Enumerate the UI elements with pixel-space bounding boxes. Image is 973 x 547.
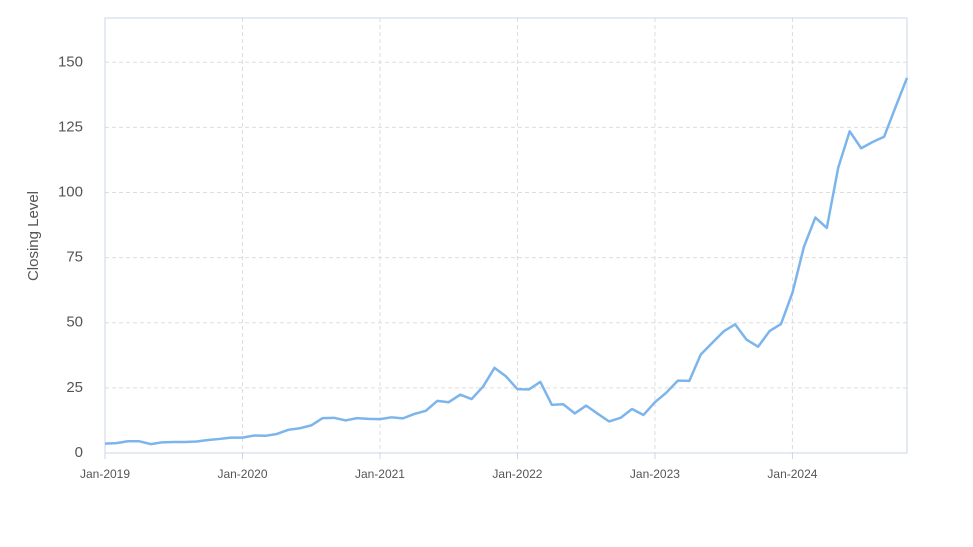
y-tick-label: 125 [58,118,83,135]
y-tick-label: 0 [75,444,83,461]
x-tick-label: Jan-2023 [630,467,680,481]
x-tick-label: Jan-2019 [80,467,130,481]
x-tick-label: Jan-2024 [767,467,817,481]
y-tick-label: 25 [66,379,83,396]
y-axis-label: Closing Level [25,191,42,281]
y-tick-label: 75 [66,249,83,266]
x-tick-label: Jan-2021 [355,467,405,481]
line [104,77,909,446]
plot-border [104,17,908,454]
y-tick-label: 50 [66,314,83,331]
y-tick-label: 150 [58,53,83,70]
y-tick-label: 100 [58,183,83,200]
x-tick-label: Jan-2022 [492,467,542,481]
x-tick-label: Jan-2020 [217,467,267,481]
